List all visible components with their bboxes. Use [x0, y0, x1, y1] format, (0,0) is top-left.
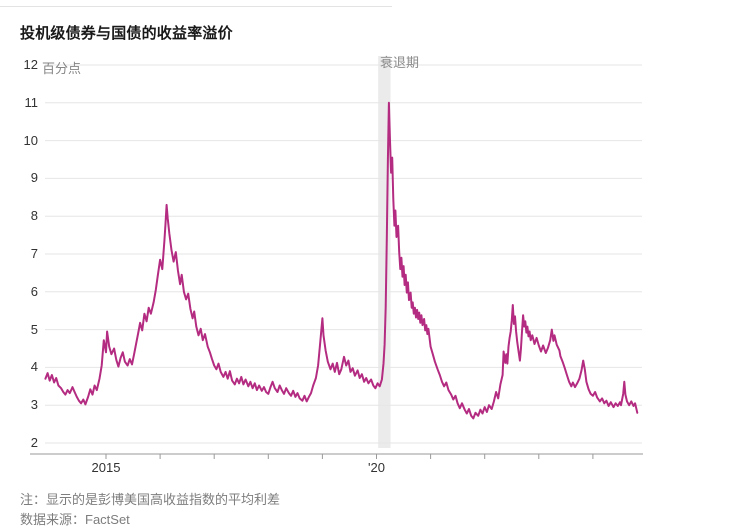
y-tick-label: 3: [30, 397, 38, 413]
y-tick-label: 4: [30, 359, 38, 375]
y-tick-label: 7: [30, 246, 38, 261]
x-tick-label: '20: [368, 460, 385, 475]
y-tick-label: 6: [30, 283, 38, 299]
y-tick-label: 10: [23, 132, 38, 148]
source-credit: 数据来源：FactSet: [20, 512, 130, 526]
y-tick-label: 12: [23, 57, 38, 72]
chart-title: 投机级债券与国债的收益率溢价: [20, 25, 233, 42]
footnote: 注：显示的是彭博美国高收益指数的平均利差: [20, 492, 281, 507]
spread-series-line: [44, 101, 639, 420]
y-tick-label: 8: [30, 208, 38, 224]
recession-label: 衰退期: [380, 55, 420, 70]
y-tick-label: 9: [30, 170, 38, 186]
x-tick-label: 2015: [91, 460, 121, 475]
y-axis-unit-label: 百分点: [42, 61, 82, 76]
top-divider: [0, 6, 392, 7]
y-tick-label: 5: [30, 321, 38, 337]
y-tick-label: 11: [24, 94, 39, 110]
y-tick-label: 2: [30, 435, 38, 450]
